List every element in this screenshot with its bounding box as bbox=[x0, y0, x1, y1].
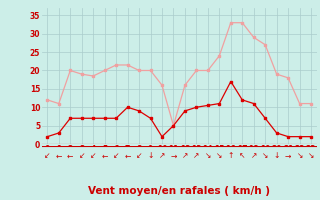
Text: ↙: ↙ bbox=[44, 152, 51, 160]
Text: →: → bbox=[285, 152, 291, 160]
Text: →: → bbox=[170, 152, 177, 160]
Text: ↗: ↗ bbox=[159, 152, 165, 160]
Text: ←: ← bbox=[101, 152, 108, 160]
Text: ↓: ↓ bbox=[147, 152, 154, 160]
Text: ↘: ↘ bbox=[262, 152, 268, 160]
Text: ↘: ↘ bbox=[216, 152, 222, 160]
Text: ↙: ↙ bbox=[113, 152, 119, 160]
Text: ←: ← bbox=[67, 152, 74, 160]
Text: ↑: ↑ bbox=[228, 152, 234, 160]
Text: ↘: ↘ bbox=[296, 152, 303, 160]
Text: ←: ← bbox=[56, 152, 62, 160]
Text: ↙: ↙ bbox=[78, 152, 85, 160]
Text: ↘: ↘ bbox=[308, 152, 314, 160]
Text: ↖: ↖ bbox=[239, 152, 245, 160]
Text: ↗: ↗ bbox=[193, 152, 200, 160]
Text: ↓: ↓ bbox=[274, 152, 280, 160]
Text: ←: ← bbox=[124, 152, 131, 160]
Text: ↗: ↗ bbox=[182, 152, 188, 160]
Text: ↗: ↗ bbox=[251, 152, 257, 160]
Text: ↙: ↙ bbox=[136, 152, 142, 160]
Text: ↘: ↘ bbox=[205, 152, 211, 160]
Text: ↙: ↙ bbox=[90, 152, 96, 160]
Text: Vent moyen/en rafales ( km/h ): Vent moyen/en rafales ( km/h ) bbox=[88, 186, 270, 196]
